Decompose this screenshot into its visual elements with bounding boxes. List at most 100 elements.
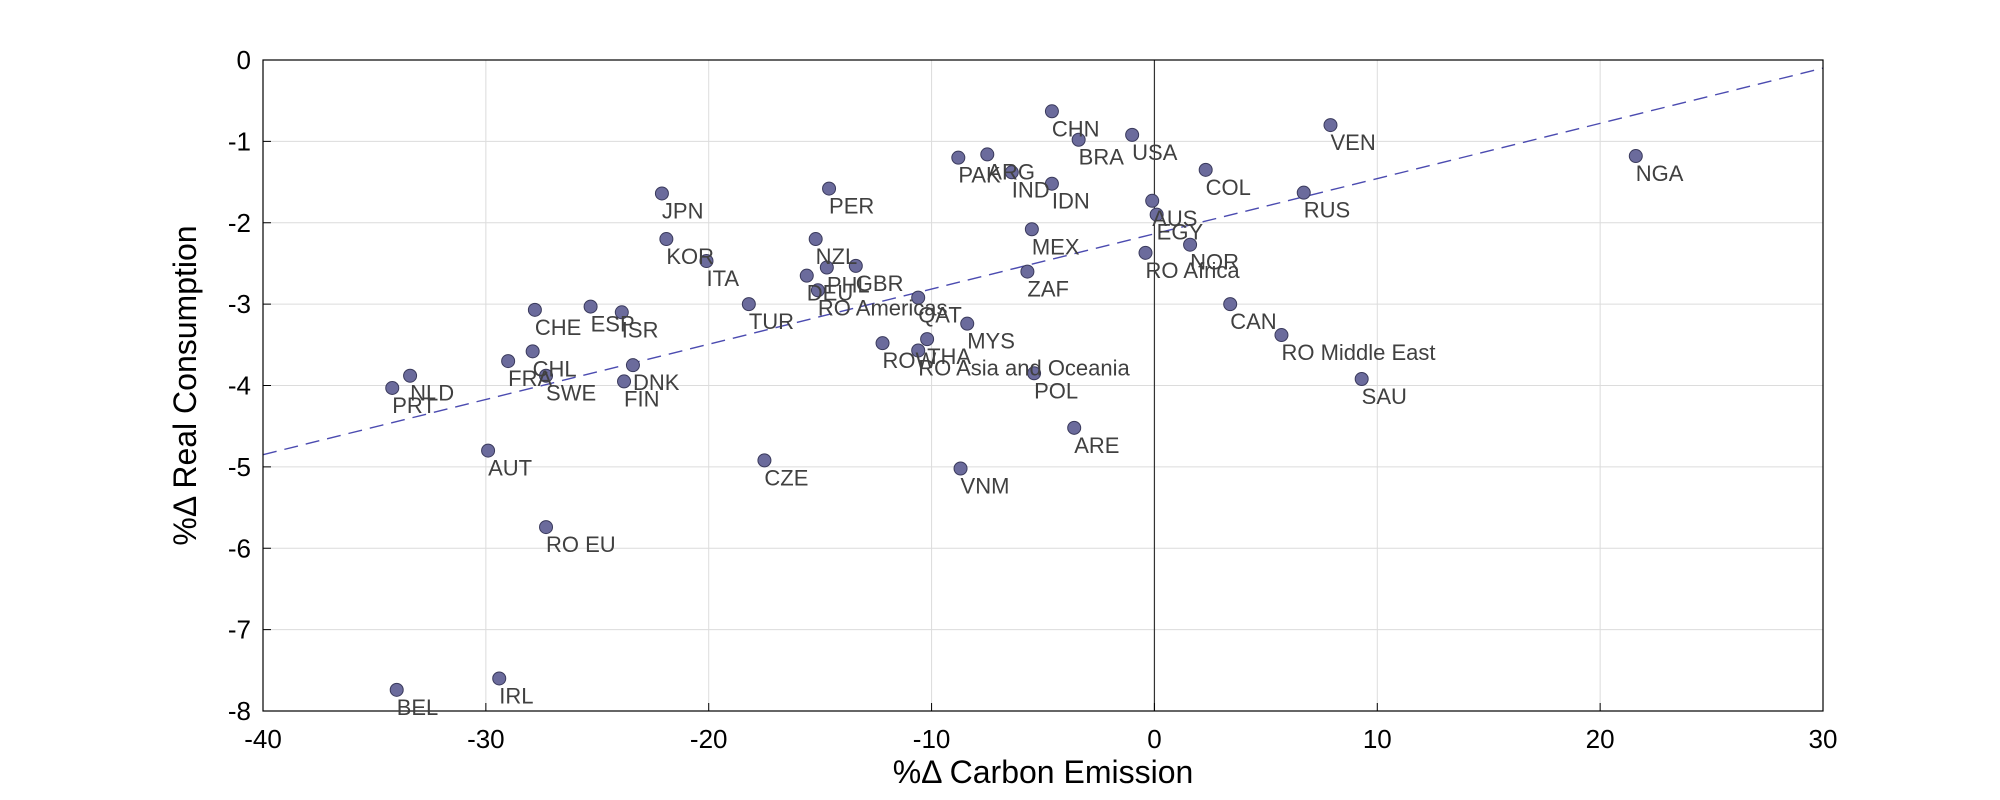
point-label: RO Asia and Oceania [918, 356, 1130, 381]
data-point [911, 290, 926, 305]
point-label: TUR [749, 309, 794, 334]
data-point [920, 332, 935, 347]
data-point [492, 671, 507, 686]
x-tick-label: 10 [1363, 724, 1392, 754]
data-point [1183, 237, 1198, 252]
point-label: RO Africa [1146, 258, 1241, 283]
data-point [1354, 371, 1369, 386]
data-point [481, 443, 496, 458]
data-point [525, 344, 540, 359]
data-point [980, 147, 995, 162]
point-label: POL [1034, 378, 1078, 403]
data-point [385, 380, 400, 395]
point-label: CHN [1052, 116, 1100, 141]
point-label: KOR [666, 244, 714, 269]
data-point [389, 682, 404, 697]
point-label: JPN [662, 198, 704, 223]
data-point [1145, 193, 1160, 208]
point-label: USA [1132, 140, 1178, 165]
point-label: IRL [499, 683, 533, 708]
data-point [911, 343, 926, 358]
data-point [810, 283, 825, 298]
y-tick-label: -7 [228, 615, 251, 645]
point-label: ARE [1074, 433, 1119, 458]
point-label: NOR [1190, 250, 1239, 275]
y-tick-label: 0 [237, 45, 251, 75]
x-axis-title: %Δ Carbon Emission [893, 754, 1194, 790]
point-label: VEN [1330, 130, 1375, 155]
point-label: CHL [533, 356, 577, 381]
data-point [1067, 420, 1082, 435]
data-point [583, 299, 598, 314]
point-label: PRT [392, 393, 436, 418]
data-point [539, 520, 554, 535]
data-point [1223, 297, 1238, 312]
data-point [1149, 207, 1164, 222]
point-label: RO Middle East [1281, 340, 1435, 365]
point-label: SAU [1362, 384, 1407, 409]
point-label: CZE [764, 465, 808, 490]
point-label: VNM [961, 474, 1010, 499]
trend-line-group [263, 67, 1823, 456]
x-tick-label: -30 [467, 724, 505, 754]
data-point [799, 268, 814, 283]
point-label: PER [829, 194, 874, 219]
y-tick-label: -5 [228, 452, 251, 482]
point-label: GBR [856, 271, 904, 296]
y-tick-label: -6 [228, 533, 251, 563]
data-point [614, 305, 629, 320]
data-point [1198, 162, 1213, 177]
point-label: CHE [535, 315, 581, 340]
data-point [659, 232, 674, 247]
point-label: AUT [488, 456, 532, 481]
point-label: BRA [1079, 145, 1125, 170]
point-label: EGY [1157, 220, 1204, 245]
point-label: MYS [967, 329, 1015, 354]
point-label: DEU [807, 281, 853, 306]
data-point [1071, 132, 1086, 147]
point-label: FRA [508, 366, 552, 391]
y-tick-label: -8 [228, 696, 251, 726]
y-tick-label: -2 [228, 208, 251, 238]
data-point [819, 260, 834, 275]
data-point [1138, 245, 1153, 260]
y-axis-title: %Δ Real Consumption [167, 225, 203, 545]
point-label: QAT [918, 303, 962, 328]
data-point [1027, 366, 1042, 381]
point-label: ESP [591, 312, 635, 337]
x-tick-label: -40 [244, 724, 282, 754]
data-point [808, 232, 823, 247]
point-label: FIN [624, 386, 659, 411]
point-label: PHL [827, 273, 870, 298]
data-point [757, 453, 772, 468]
y-tick-label: -4 [228, 371, 251, 401]
data-points [385, 104, 1643, 697]
data-point [1274, 328, 1289, 343]
point-label: ARG [987, 159, 1035, 184]
point-label: THA [927, 344, 971, 369]
y-tick-label: -3 [228, 289, 251, 319]
point-label: PAK [958, 163, 1001, 188]
point-label: NGA [1636, 161, 1684, 186]
data-point [1044, 176, 1059, 191]
point-label: CAN [1230, 309, 1276, 334]
data-point [1024, 222, 1039, 237]
point-label: DNK [633, 370, 680, 395]
data-point [539, 368, 554, 383]
data-point [1628, 149, 1643, 164]
point-label: IDN [1052, 189, 1090, 214]
data-point [953, 461, 968, 476]
data-point [848, 258, 863, 273]
data-point [617, 374, 632, 389]
data-point [654, 186, 669, 201]
data-point [1020, 264, 1035, 279]
data-point [741, 297, 756, 312]
data-point [1125, 127, 1140, 142]
y-tick-label: -1 [228, 126, 251, 156]
point-label: RO EU [546, 532, 616, 557]
data-point [951, 150, 966, 165]
x-tick-label: 0 [1147, 724, 1161, 754]
data-point [960, 316, 975, 331]
